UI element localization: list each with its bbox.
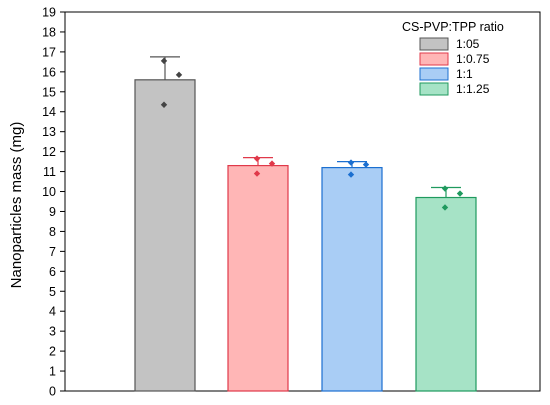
plot-frame xyxy=(64,11,541,392)
bar xyxy=(227,164,289,392)
data-point xyxy=(160,101,168,108)
legend-label: 1:05 xyxy=(456,37,480,51)
y-tick-label: 19 xyxy=(42,6,56,20)
y-tick-label: 0 xyxy=(49,385,56,399)
y-tick-label: 15 xyxy=(42,85,56,99)
data-point xyxy=(253,170,261,177)
y-tick-label: 13 xyxy=(42,125,56,139)
data-point xyxy=(441,204,449,211)
y-tick-label: 12 xyxy=(42,145,56,159)
y-axis-title: Nanoparticles mass (mg) xyxy=(8,122,25,289)
legend-swatch xyxy=(419,52,449,66)
bar xyxy=(415,196,477,392)
y-tick-label: 5 xyxy=(49,285,56,299)
data-point xyxy=(362,161,370,168)
y-tick-label: 10 xyxy=(42,185,56,199)
data-point xyxy=(160,57,168,65)
legend-swatch xyxy=(419,37,449,51)
legend-title: CS-PVP:TPP ratio xyxy=(402,20,504,34)
data-point xyxy=(441,185,449,192)
y-tick-label: 4 xyxy=(49,305,56,319)
bar xyxy=(321,166,383,392)
data-point xyxy=(347,159,355,166)
data-point xyxy=(268,160,276,167)
y-tick-label: 7 xyxy=(49,245,56,259)
y-tick-label: 9 xyxy=(49,205,56,219)
legend: CS-PVP:TPP ratio 1:051:0.751:11:1.25 xyxy=(402,20,504,96)
y-tick-label: 18 xyxy=(42,25,56,39)
legend-label: 1:0.75 xyxy=(456,52,490,66)
bar xyxy=(134,79,196,392)
data-point xyxy=(175,71,183,79)
data-point xyxy=(253,155,261,162)
y-tick-label: 6 xyxy=(49,265,56,279)
y-tick-label: 14 xyxy=(42,105,56,119)
y-tick-label: 3 xyxy=(49,325,56,339)
y-tick-label: 1 xyxy=(49,365,56,379)
legend-label: 1:1 xyxy=(456,67,473,81)
legend-swatch xyxy=(419,82,449,96)
data-point xyxy=(456,190,464,197)
y-tick-label: 11 xyxy=(43,165,56,179)
y-tick-label: 17 xyxy=(42,45,56,59)
legend-swatch xyxy=(419,67,449,81)
y-tick-label: 2 xyxy=(49,345,56,359)
y-tick-label: 8 xyxy=(49,225,56,239)
legend-label: 1:1.25 xyxy=(456,82,490,96)
y-tick-label: 16 xyxy=(42,65,56,79)
data-point xyxy=(347,171,355,178)
